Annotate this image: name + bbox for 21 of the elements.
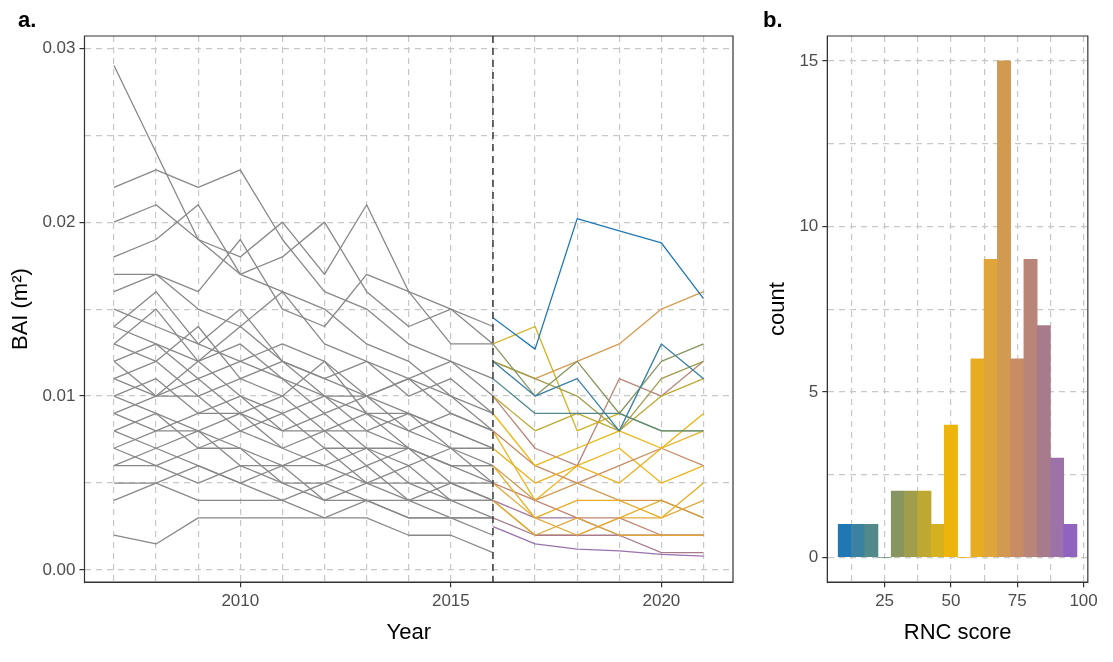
y-tick-label: 0 (808, 547, 819, 567)
y-tick-label: 15 (799, 50, 819, 70)
x-tick-label: 2010 (221, 591, 260, 611)
x-tick-label: 100 (1069, 591, 1098, 611)
y-tick-label: 0.02 (42, 211, 76, 231)
y-tick-label: 5 (808, 381, 819, 401)
x-tick-label: 2020 (642, 591, 681, 611)
x-axis-title: Year (386, 618, 431, 644)
y-axis-title: BAI (m²) (7, 268, 33, 351)
x-tick-label: 2015 (431, 591, 470, 611)
y-axis-title: count (764, 282, 790, 337)
y-tick-label: 0.00 (42, 559, 76, 579)
x-tick-label: 75 (1007, 591, 1027, 611)
chart-title: a. (18, 7, 37, 33)
x-tick-label: 50 (941, 591, 961, 611)
chart-title: b. (763, 7, 783, 33)
x-tick-label: 25 (875, 591, 895, 611)
y-tick-label: 0.01 (42, 385, 76, 405)
y-tick-label: 0.03 (42, 37, 76, 57)
x-axis-title: RNC score (903, 618, 1012, 644)
y-tick-label: 10 (799, 216, 819, 236)
